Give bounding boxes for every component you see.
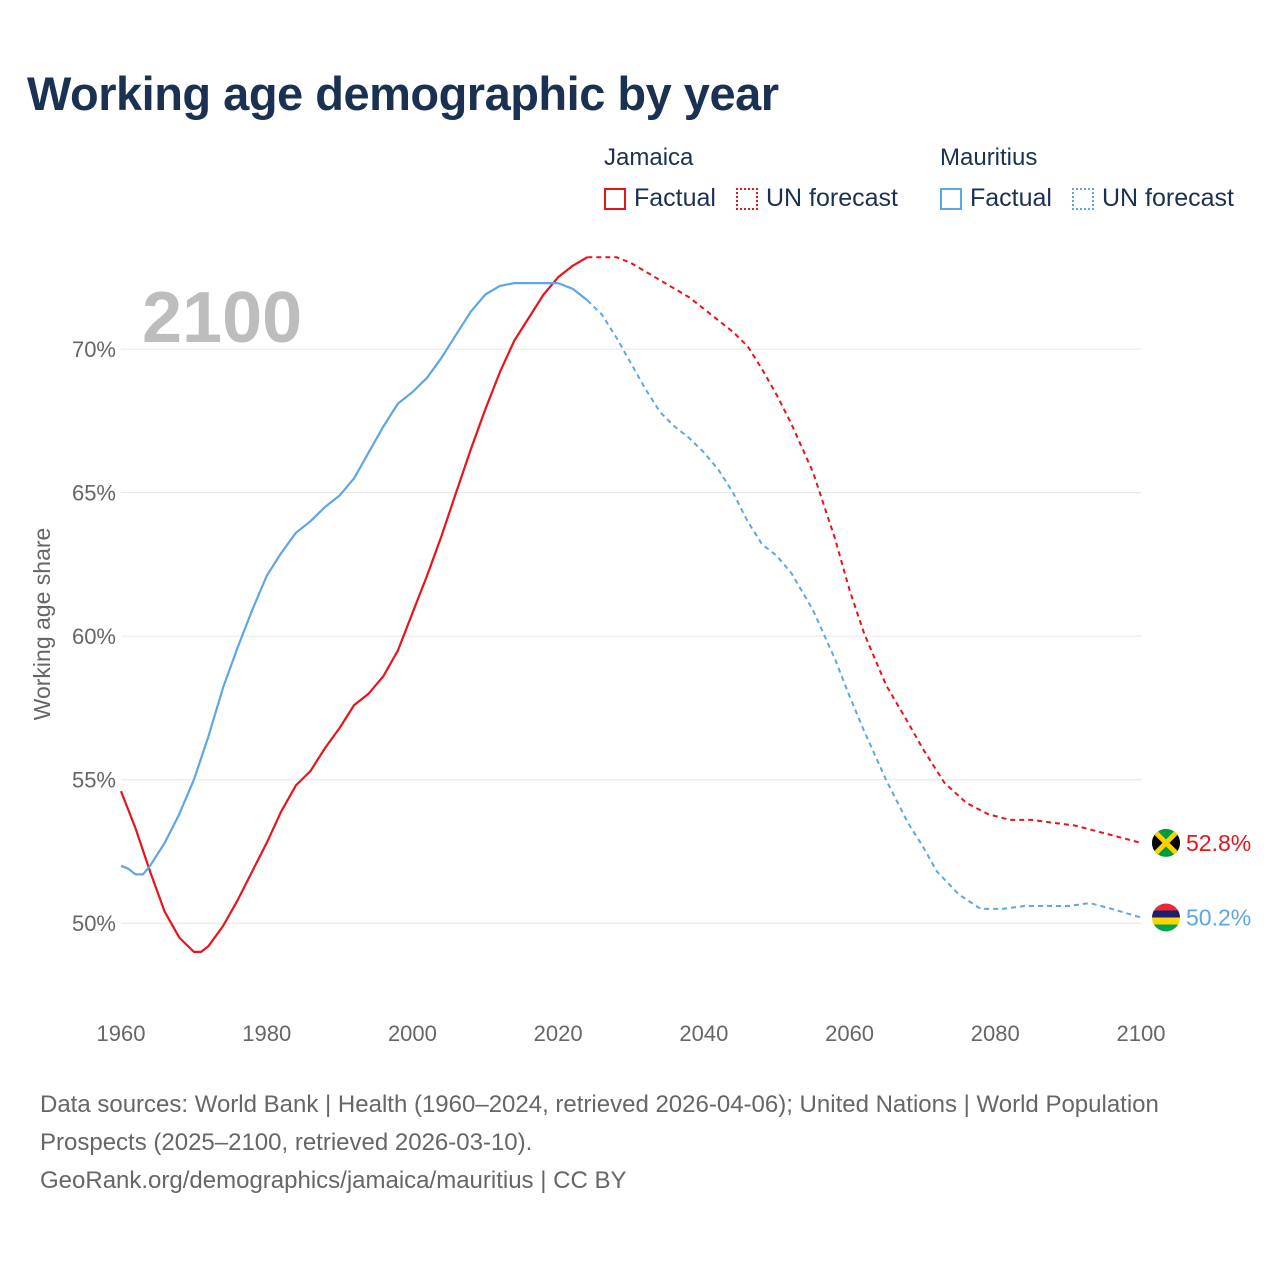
legend-jamaica-name: Jamaica: [604, 144, 694, 171]
legend-mauritius-name: Mauritius: [940, 144, 1038, 171]
chart-title: Working age demographic by year: [27, 67, 779, 120]
jamaica-forecast-line: [587, 256, 1142, 844]
x-tick-label: 2100: [1117, 1021, 1166, 1046]
x-tick-label: 2020: [534, 1021, 583, 1046]
legend-jamaica: Jamaica Factual UN forecast: [604, 144, 918, 213]
y-tick-label: 65%: [72, 481, 116, 506]
x-tick-label: 2000: [388, 1021, 437, 1046]
y-axis-ticks: 50% 55% 60% 65% 70%: [72, 337, 116, 936]
credit-link[interactable]: GeoRank.org/demographics/jamaica/mauriti…: [40, 1167, 627, 1194]
x-tick-label: 2080: [971, 1021, 1020, 1046]
gridlines: [121, 348, 1141, 924]
legend-jamaica-factual-swatch: [604, 187, 626, 210]
legend-mauritius: Mauritius Factual UN forecast: [940, 144, 1254, 213]
mauritius-flag-icon: [1152, 903, 1180, 932]
x-tick-label: 1980: [242, 1021, 291, 1046]
legend-jamaica-factual-label: Factual: [634, 184, 716, 212]
mauritius-forecast-line: [586, 299, 1142, 919]
legend-mauritius-forecast-label: UN forecast: [1101, 184, 1234, 212]
data-sources: Data sources: World Bank | Health (1960–…: [40, 1091, 1159, 1156]
legend-jamaica-forecast-swatch: [735, 187, 758, 210]
mauritius-factual-line: [120, 282, 588, 876]
legend-mauritius-forecast-swatch: [1071, 187, 1094, 210]
y-axis-label: Working age share: [29, 528, 55, 721]
series-lines: [119, 256, 1142, 953]
jamaica-flag-icon: [1152, 828, 1180, 857]
legend-jamaica-forecast-label: UN forecast: [765, 184, 898, 212]
year-watermark: 2100: [142, 278, 302, 358]
x-axis-ticks: 1960 1980 2000 2020 2040 2060 2080 2100: [97, 1021, 1166, 1046]
x-tick-label: 2060: [825, 1021, 874, 1046]
y-tick-label: 70%: [72, 337, 116, 362]
jamaica-end-value: 52.8%: [1186, 830, 1251, 856]
jamaica-factual-line: [119, 256, 588, 953]
y-tick-label: 55%: [72, 768, 116, 793]
y-tick-label: 50%: [72, 911, 116, 936]
x-tick-label: 1960: [97, 1021, 146, 1046]
x-tick-label: 2040: [679, 1021, 728, 1046]
y-tick-label: 60%: [72, 624, 116, 649]
mauritius-end-value: 50.2%: [1186, 905, 1251, 931]
line-chart: 2100 Working age share 50% 55% 60% 65% 70% 1…: [29, 256, 1251, 1046]
legend-mauritius-factual-swatch: [940, 187, 962, 210]
footer: Data sources: World Bank | Health (1960–…: [40, 1086, 1160, 1200]
legend-mauritius-factual-label: Factual: [970, 184, 1052, 212]
